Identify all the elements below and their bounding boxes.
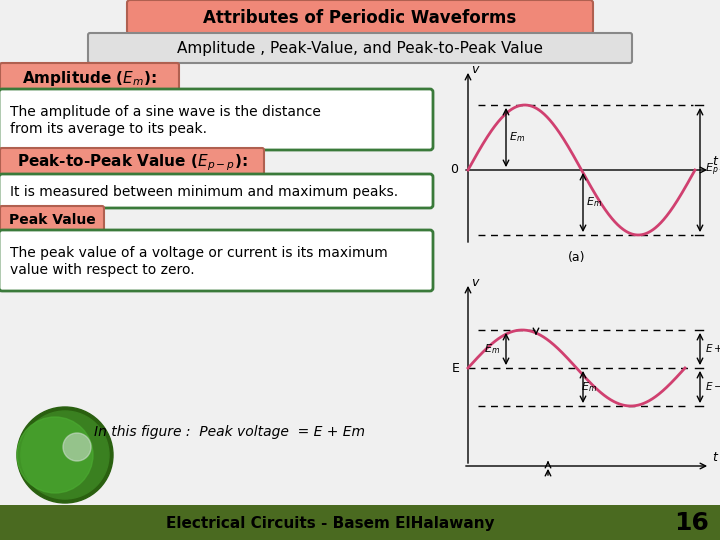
FancyBboxPatch shape xyxy=(0,148,264,176)
FancyBboxPatch shape xyxy=(0,206,104,232)
Text: $E-E_m$: $E-E_m$ xyxy=(705,380,720,394)
Text: Peak Value: Peak Value xyxy=(9,213,95,227)
Text: E: E xyxy=(452,361,460,375)
Text: Peak-to-Peak Value ($E_{p-p}$):: Peak-to-Peak Value ($E_{p-p}$): xyxy=(17,153,248,173)
FancyBboxPatch shape xyxy=(88,33,632,63)
Text: Amplitude , Peak-Value, and Peak-to-Peak Value: Amplitude , Peak-Value, and Peak-to-Peak… xyxy=(177,42,543,57)
Text: t: t xyxy=(712,155,717,168)
Text: It is measured between minimum and maximum peaks.: It is measured between minimum and maxim… xyxy=(10,185,398,199)
Text: 0: 0 xyxy=(450,163,458,176)
Circle shape xyxy=(21,411,109,499)
Circle shape xyxy=(63,433,91,461)
Circle shape xyxy=(17,417,93,493)
Text: The amplitude of a sine wave is the distance
from its average to its peak.: The amplitude of a sine wave is the dist… xyxy=(10,105,321,136)
Text: Attributes of Periodic Waveforms: Attributes of Periodic Waveforms xyxy=(203,9,517,27)
Circle shape xyxy=(17,407,113,503)
FancyBboxPatch shape xyxy=(0,63,179,91)
Bar xyxy=(0,505,720,540)
Text: $E_m$: $E_m$ xyxy=(484,342,500,356)
Text: v: v xyxy=(471,276,478,289)
Text: 16: 16 xyxy=(675,511,709,536)
Text: $E_m$: $E_m$ xyxy=(509,131,525,144)
FancyBboxPatch shape xyxy=(0,230,433,291)
Text: $E_{p-p}$: $E_{p-p}$ xyxy=(705,162,720,178)
Text: The peak value of a voltage or current is its maximum
value with respect to zero: The peak value of a voltage or current i… xyxy=(10,246,388,276)
Text: In this figure :  Peak voltage  = E + Em: In this figure : Peak voltage = E + Em xyxy=(94,425,366,439)
Text: Electrical Circuits - Basem ElHalawany: Electrical Circuits - Basem ElHalawany xyxy=(166,516,495,531)
Text: v: v xyxy=(471,63,478,76)
Text: $E+E_m$: $E+E_m$ xyxy=(705,342,720,356)
Text: Amplitude ($E_m$):: Amplitude ($E_m$): xyxy=(22,69,157,87)
Text: $E_m$: $E_m$ xyxy=(581,380,597,394)
Text: $E_m$: $E_m$ xyxy=(586,195,602,210)
FancyBboxPatch shape xyxy=(127,0,593,34)
FancyBboxPatch shape xyxy=(0,174,433,208)
Text: t: t xyxy=(712,451,717,464)
Text: (a): (a) xyxy=(568,251,586,264)
FancyBboxPatch shape xyxy=(0,89,433,150)
